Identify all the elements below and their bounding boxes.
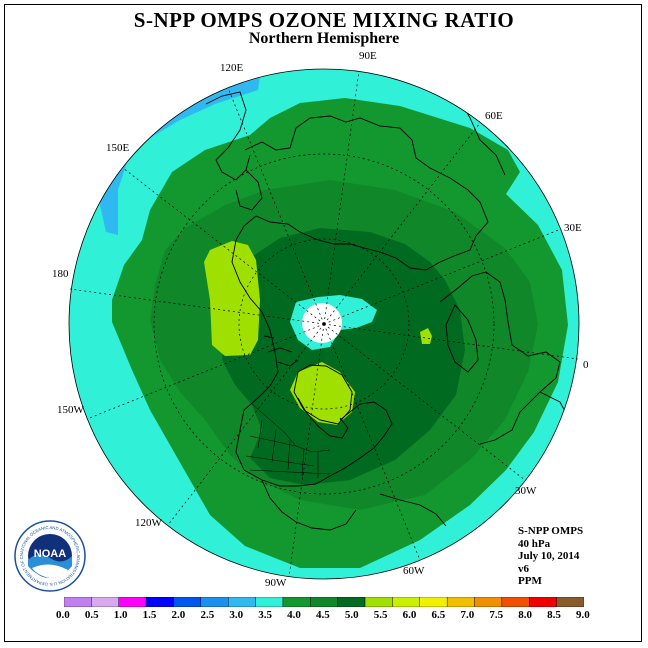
colorbar-tick-label: 4.5 bbox=[316, 609, 330, 621]
lon-label-180: 180 bbox=[52, 268, 69, 280]
colorbar-cell bbox=[282, 597, 311, 607]
colorbar-cell bbox=[255, 597, 284, 607]
lon-label-120W: 120W bbox=[135, 517, 162, 529]
us-state-lines bbox=[245, 419, 331, 478]
lon-label-150E: 150E bbox=[106, 142, 130, 154]
colorbar-tick-label: 3.0 bbox=[229, 609, 244, 621]
coast-mexico bbox=[261, 479, 357, 531]
coast-asia-east bbox=[205, 91, 251, 181]
colorbar-cells bbox=[64, 597, 584, 607]
colorbar-tick-label: 7.5 bbox=[489, 609, 504, 621]
latitude-circle-60 bbox=[238, 238, 410, 410]
colorbar-tick-label: 6.5 bbox=[431, 609, 446, 621]
ozone-field bbox=[69, 69, 579, 579]
lon-label-90W: 90W bbox=[265, 577, 287, 589]
colorbar bbox=[64, 597, 584, 607]
lon-label-60W: 60W bbox=[403, 565, 425, 577]
coast-greenland bbox=[293, 364, 353, 425]
coast-hudson-bay bbox=[297, 397, 349, 439]
lon-label-150W: 150W bbox=[57, 404, 84, 416]
no-data-pole bbox=[302, 303, 342, 343]
colorbar-tick-label: 8.0 bbox=[518, 609, 532, 621]
colorbar-tick-label: 6.0 bbox=[402, 609, 417, 621]
colorbar-cell bbox=[118, 597, 147, 607]
latitude-circle-30 bbox=[153, 153, 495, 495]
colorbar-cell bbox=[392, 597, 420, 607]
page-subtitle: Northern Hemisphere bbox=[248, 30, 400, 47]
logo-text: NOAA bbox=[34, 548, 66, 560]
info-level: 40 hPa bbox=[518, 537, 551, 550]
colorbar-cell bbox=[501, 597, 530, 607]
graticule bbox=[69, 70, 579, 578]
colorbar-tick-label: 0.0 bbox=[56, 609, 70, 621]
contour-5.5-6.0-b bbox=[290, 362, 355, 425]
coast-kamchatka bbox=[235, 169, 263, 211]
contour-5.5-6.0-a bbox=[204, 241, 260, 356]
colorbar-tick-label: 1.0 bbox=[113, 609, 128, 621]
map-outline bbox=[68, 68, 580, 580]
colorbar-cell bbox=[64, 597, 92, 607]
colorbar-tick-label: 9.0 bbox=[576, 609, 590, 621]
colorbar-tick-label: 1.5 bbox=[142, 609, 157, 621]
colorbar-cell bbox=[173, 597, 202, 607]
colorbar-cell bbox=[91, 597, 119, 607]
colorbar-tick-label: 3.5 bbox=[258, 609, 272, 621]
info-units: PPM bbox=[518, 575, 542, 587]
lon-label-0: 0 bbox=[583, 359, 589, 371]
colorbar-tick-label: 5.0 bbox=[344, 609, 359, 621]
coast-siberia bbox=[235, 115, 489, 271]
colorbar-cell bbox=[529, 597, 557, 607]
colorbar-cell bbox=[228, 597, 256, 607]
colorbar-tick-label: 8.5 bbox=[547, 609, 561, 621]
lon-label-120E: 120E bbox=[220, 62, 244, 74]
colorbar-tick-label: 2.0 bbox=[171, 609, 186, 621]
info-block: S-NPP OMPS 40 hPa July 10, 2014 v6 PPM bbox=[518, 525, 583, 588]
colorbar-cell bbox=[419, 597, 448, 607]
lon-label-60E: 60E bbox=[485, 110, 503, 122]
colorbar-cell bbox=[337, 597, 366, 607]
info-version: v6 bbox=[518, 562, 529, 575]
coast-europe bbox=[439, 271, 561, 445]
colorbar-cell bbox=[310, 597, 338, 607]
colorbar-tick-label: 2.5 bbox=[200, 609, 215, 621]
coast-scandinavia bbox=[445, 304, 479, 373]
colorbar-tick-label: 0.5 bbox=[84, 609, 99, 621]
info-date: July 10, 2014 bbox=[518, 550, 580, 562]
noaa-logo-icon: NOAA NATIONAL OCEANIC AND ATMOSPHERIC AD… bbox=[14, 520, 86, 592]
info-instrument: S-NPP OMPS bbox=[518, 525, 584, 537]
page-title: S-NPP OMPS OZONE MIXING RATIO bbox=[133, 8, 515, 32]
colorbar-tick-label: 4.0 bbox=[287, 609, 301, 621]
colorbar-cell bbox=[556, 597, 584, 607]
us-canada-border bbox=[251, 403, 331, 453]
colorbar-tick-label: 5.5 bbox=[373, 609, 388, 621]
colorbar-cell bbox=[474, 597, 503, 607]
colorbar-cell bbox=[364, 597, 393, 607]
state-borders bbox=[245, 403, 331, 478]
colorbar-cell bbox=[145, 597, 174, 607]
colorbar-cell bbox=[446, 597, 475, 607]
contour-5.0-5.5 bbox=[222, 228, 465, 485]
colorbar-cell bbox=[200, 597, 229, 607]
coast-canadian-islands bbox=[263, 335, 299, 367]
lon-label-30W: 30W bbox=[515, 485, 537, 497]
colorbar-tick-label: 7.0 bbox=[460, 609, 475, 621]
contour-5.5-6.0-c bbox=[420, 328, 432, 344]
lon-label-30E: 30E bbox=[564, 222, 582, 234]
coast-caribbean bbox=[379, 493, 447, 527]
lon-label-90E: 90E bbox=[359, 50, 377, 62]
